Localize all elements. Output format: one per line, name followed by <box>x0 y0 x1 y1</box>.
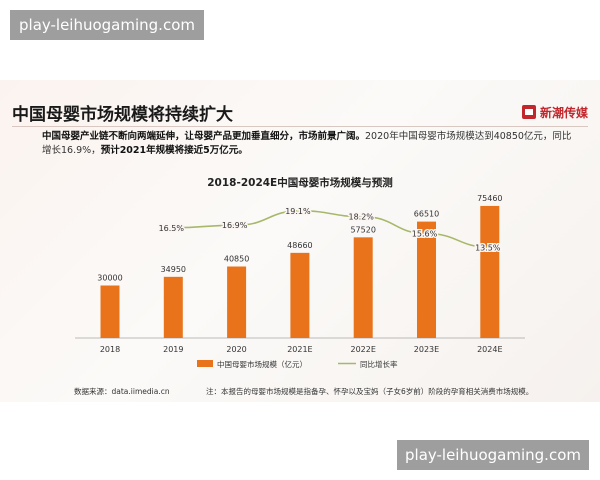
legend-bar-swatch <box>197 360 213 367</box>
summary-text: 中国母婴产业链不断向两端延伸，让母婴产品更加垂直细分，市场前景广阔。2020年中… <box>42 130 572 158</box>
brand-logo-icon <box>521 105 536 119</box>
legend-line-label: 同比增长率 <box>360 359 398 369</box>
footer-source: 数据来源：data.iimedia.cn <box>74 386 170 396</box>
footer-note: 注：本报告的母婴市场规模是指备孕、怀孕以及宝妈（子女6岁前）阶段的孕育相关消费市… <box>206 386 533 396</box>
growth-label-2019: 16.5% <box>159 224 185 233</box>
growth-label-2023E: 15.6% <box>412 230 438 239</box>
bar-2018 <box>100 285 120 338</box>
growth-point-2023E <box>424 231 429 236</box>
chart: 2018-2024E中国母婴市场规模与预测 30000 2018 34950 2019 4… <box>74 176 533 396</box>
summary-plain: 2020年中国母婴市场规模达到40850亿元，同比增长16.9%， <box>42 131 572 156</box>
brand-name: 新潮传媒 <box>539 105 588 120</box>
growth-label-2024E: 13.5% <box>475 243 501 252</box>
bar-2023E <box>417 221 436 338</box>
legend-bar-label: 中国母婴市场规模（亿元） <box>217 359 307 369</box>
bar-2021E <box>290 252 310 338</box>
summary-bold-2: 预计2021年规模将接近5万亿元。 <box>100 145 248 156</box>
growth-point-2020 <box>234 223 239 227</box>
growth-point-2019 <box>171 225 176 230</box>
bar-label-2023E: 66510 <box>414 210 439 219</box>
growth-label-2020: 16.9% <box>222 221 248 230</box>
x-tick-2019: 2019 <box>163 345 183 354</box>
x-tick-2020: 2020 <box>226 345 246 354</box>
title-row: 中国母婴市场规模将持续扩大 新潮传媒 <box>12 100 588 125</box>
growth-label-2021E: 19.1% <box>285 207 311 216</box>
bar-label-2022E: 57520 <box>350 225 375 234</box>
page-title: 中国母婴市场规模将持续扩大 <box>12 105 233 125</box>
bar-2024E <box>480 205 500 338</box>
bar-label-2024E: 75460 <box>477 194 502 203</box>
x-tick-2024E: 2024E <box>477 345 502 354</box>
bar-2022E <box>353 237 373 338</box>
bar-2019 <box>163 276 183 338</box>
x-tick-2021E: 2021E <box>287 345 312 354</box>
x-tick-2018: 2018 <box>100 345 120 354</box>
slide-card: 中国母婴市场规模将持续扩大 新潮传媒 中国母婴产业链不断向两端延伸，让母婴产品更… <box>0 80 600 402</box>
brand: 新潮传媒 <box>521 102 588 122</box>
growth-rate-line <box>173 210 490 249</box>
bar-label-2021E: 48660 <box>287 241 312 250</box>
growth-point-2021E <box>298 209 302 213</box>
growth-label-2022E: 18.2% <box>348 213 374 222</box>
growth-point-2024E <box>488 245 492 250</box>
bar-label-2018: 30000 <box>97 274 122 283</box>
bar-label-2020: 40850 <box>224 255 249 264</box>
chart-title: 2018-2024E中国母婴市场规模与预测 <box>207 176 392 189</box>
x-tick-2022E: 2022E <box>350 345 375 354</box>
x-tick-2023E: 2023E <box>414 345 439 354</box>
bar-2020 <box>227 266 247 338</box>
summary-bold-1: 中国母婴产业链不断向两端延伸，让母婴产品更加垂直细分，市场前景广阔。 <box>42 131 366 142</box>
growth-point-2022E <box>361 214 366 219</box>
watermark-bottom: play-leihuogaming.com <box>397 440 589 470</box>
bar-label-2019: 34950 <box>161 265 186 274</box>
title-divider <box>12 126 588 127</box>
watermark-top: play-leihuogaming.com <box>10 10 204 40</box>
